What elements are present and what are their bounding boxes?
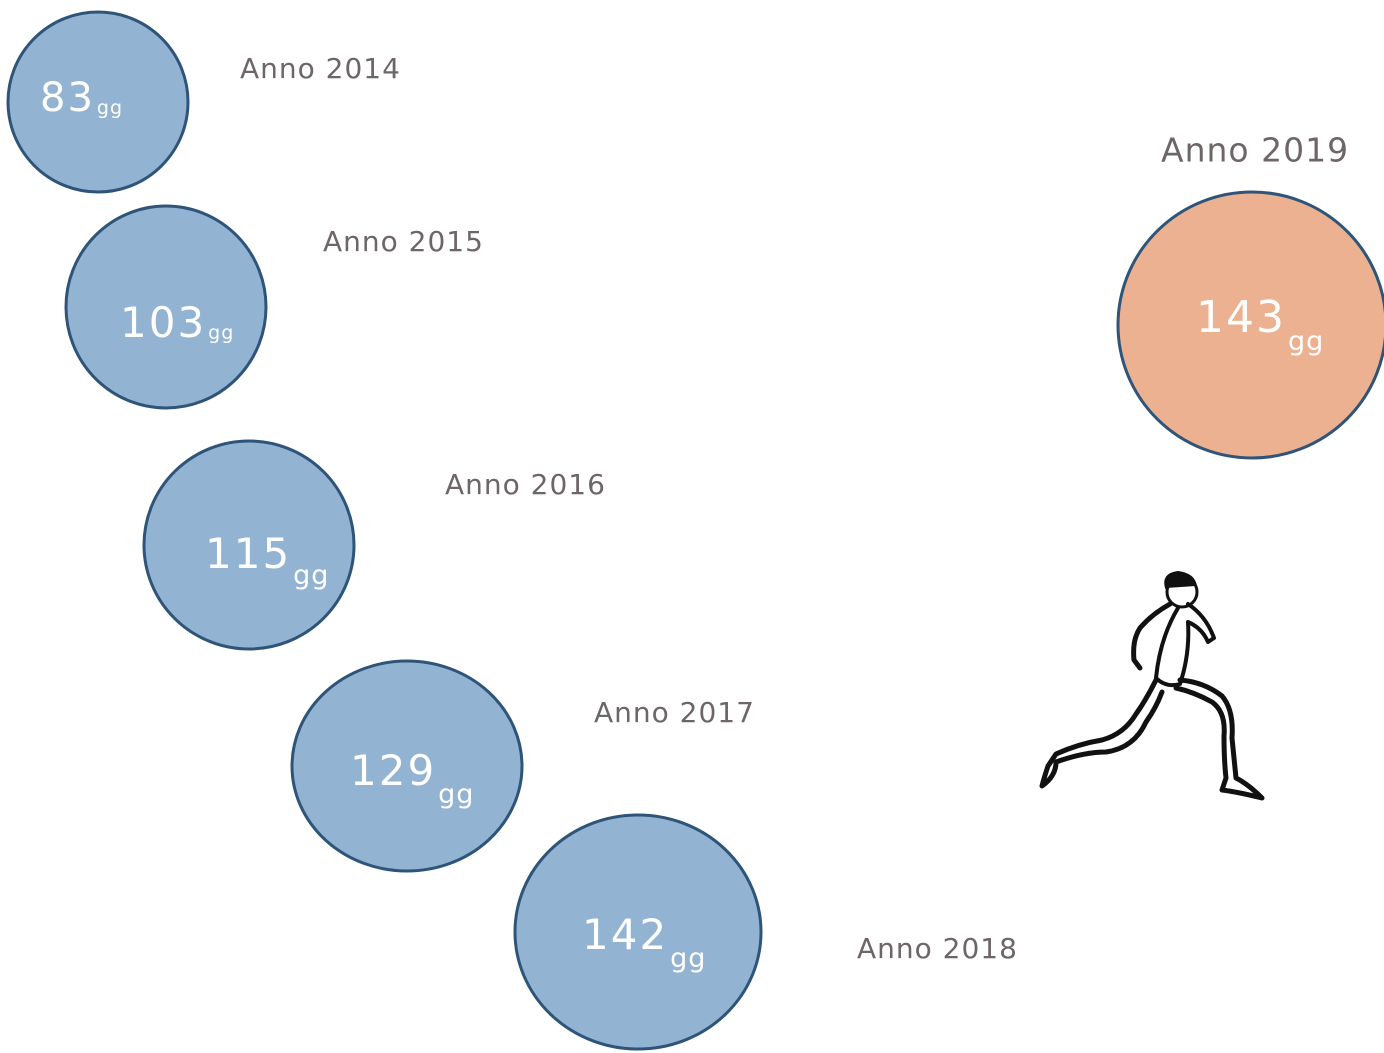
day-count: 83 gg (40, 75, 123, 121)
day-value: 115 (205, 529, 291, 578)
day-unit: gg (208, 322, 234, 344)
bubble (290, 659, 524, 873)
bubble (64, 204, 268, 410)
day-unit: gg (97, 97, 123, 119)
year-item: Anno 2014 83 gg (6, 10, 401, 194)
year-label: Anno 2014 (240, 52, 401, 85)
bubble (1116, 190, 1384, 460)
day-count: 115gg (205, 529, 329, 591)
bubble (513, 813, 763, 1051)
day-value: 83 (40, 75, 95, 121)
day-value: 103 (120, 298, 206, 347)
day-value: 143 (1196, 292, 1286, 343)
runner-icon (1039, 571, 1265, 801)
year-item: Anno 2016 115gg (142, 439, 606, 651)
year-item: Anno 2019 143gg (1116, 131, 1384, 460)
day-count: 129gg (350, 746, 474, 810)
year-label: Anno 2015 (323, 225, 484, 258)
year-item: Anno 2018 142gg (513, 813, 1018, 1051)
day-unit: gg (438, 779, 474, 810)
day-value: 129 (350, 746, 436, 795)
day-unit: gg (1288, 326, 1324, 357)
year-label: Anno 2018 (857, 932, 1018, 965)
day-value: 142 (582, 910, 668, 959)
year-label: Anno 2017 (594, 696, 755, 729)
day-count: 142gg (582, 910, 706, 974)
year-item: Anno 2015 103 gg (64, 204, 484, 410)
year-label: Anno 2019 (1161, 131, 1349, 170)
day-count: 103 gg (120, 298, 234, 347)
year-label: Anno 2016 (445, 468, 606, 501)
year-item: Anno 2017 129gg (290, 659, 755, 873)
bubble (6, 10, 190, 194)
day-count: 143gg (1196, 292, 1324, 357)
bubble (142, 439, 356, 651)
day-unit: gg (293, 560, 329, 591)
day-unit: gg (670, 943, 706, 974)
